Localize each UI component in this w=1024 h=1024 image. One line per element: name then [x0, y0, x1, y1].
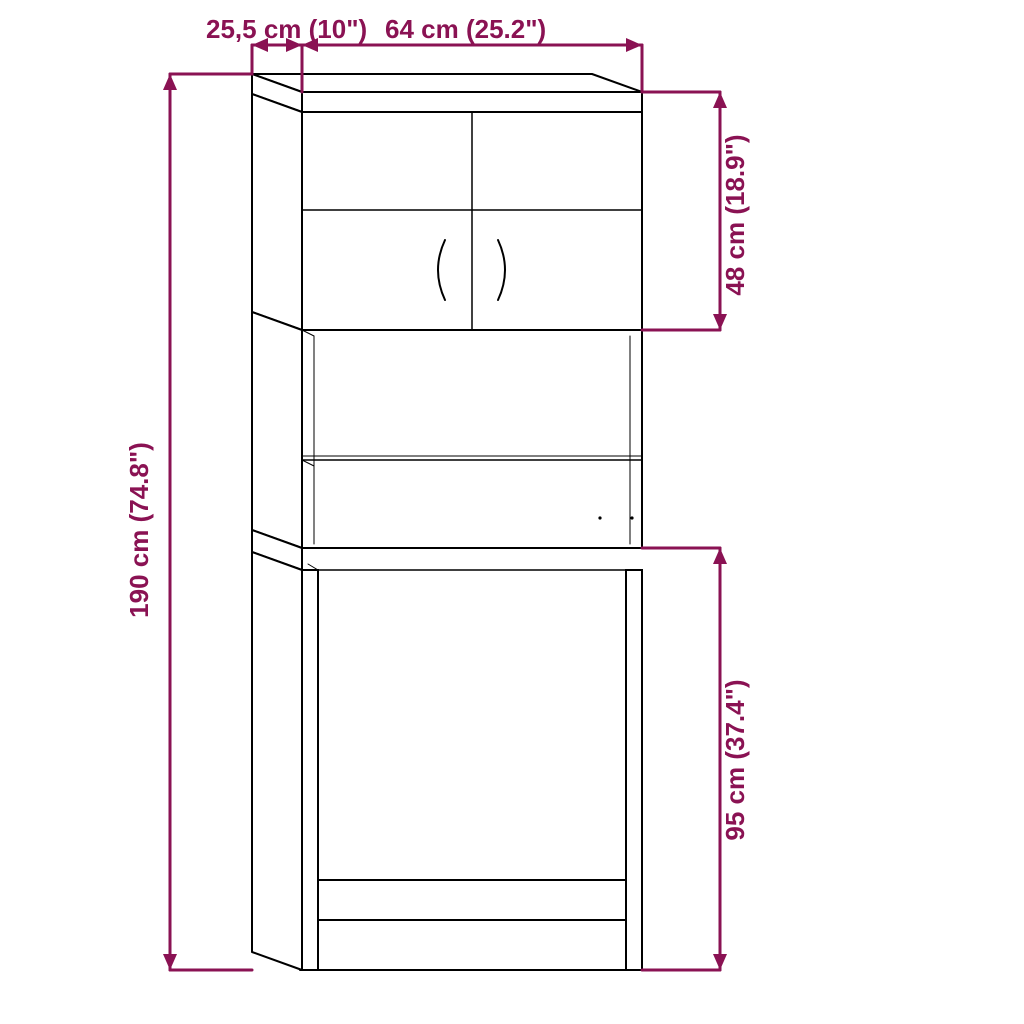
kick-plate [318, 880, 626, 920]
dimension-door-height-label: 48 cm (18.9") [720, 134, 750, 295]
dimension-door-height: 48 cm (18.9") [642, 92, 750, 330]
dimension-depth-label: 25,5 cm (10") [206, 14, 367, 44]
dimension-opening-height: 95 cm (37.4") [642, 548, 750, 970]
dimension-full-height-label: 190 cm (74.8") [124, 442, 154, 618]
cabinet-drawing [252, 74, 644, 970]
dimension-full-height: 190 cm (74.8") [124, 74, 252, 970]
dimension-width-label: 64 cm (25.2") [385, 14, 546, 44]
dimension-opening-height-label: 95 cm (37.4") [720, 679, 750, 840]
